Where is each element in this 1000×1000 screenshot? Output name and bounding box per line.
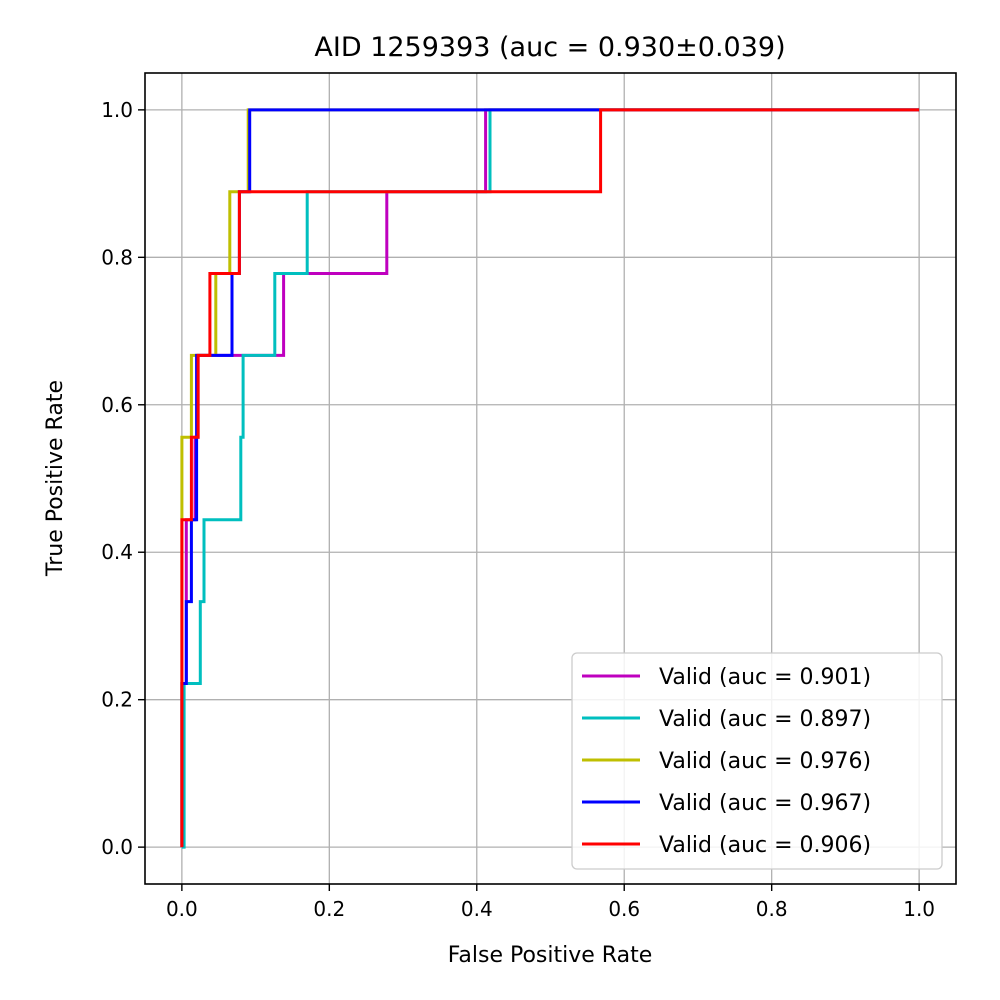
legend-label-1: Valid (auc = 0.901): [659, 665, 871, 690]
y-tick-label: 1.0: [101, 98, 133, 122]
y-tick-label: 0.2: [101, 688, 133, 712]
y-tick-label: 0.8: [101, 245, 133, 269]
x-tick-label: 0.4: [461, 897, 493, 921]
series-lines: [180, 108, 920, 849]
x-axis-label: False Positive Rate: [448, 943, 652, 968]
y-tick-label: 0.4: [101, 540, 133, 564]
x-tick-label: 0.2: [313, 897, 345, 921]
legend-label-5: Valid (auc = 0.906): [659, 833, 871, 858]
x-tick-label: 0.6: [608, 897, 640, 921]
series-line-5: [180, 108, 920, 848]
y-tick-label: 0.0: [101, 835, 133, 859]
y-axis-label: True Positive Rate: [43, 380, 68, 577]
legend-label-4: Valid (auc = 0.967): [659, 791, 871, 816]
grid-lines: [145, 73, 956, 884]
chart-title: AID 1259393 (auc = 0.930±0.039): [314, 32, 785, 63]
legend-label-2: Valid (auc = 0.897): [659, 707, 871, 732]
legend-box: [571, 652, 943, 870]
x-tick-label: 1.0: [903, 897, 935, 921]
plot-frame: [144, 72, 957, 885]
legend: Valid (auc = 0.901) Valid (auc = 0.897) Va…: [571, 652, 943, 870]
y-tick-label: 0.6: [101, 393, 133, 417]
axis-ticks: 0.0 0.2 0.4 0.6 0.8 1.0 0.0 0.2 0.4 0.6 0.8 1.0: [101, 98, 935, 921]
x-tick-label: 0.8: [756, 897, 788, 921]
legend-label-3: Valid (auc = 0.976): [659, 749, 871, 774]
x-tick-label: 0.0: [166, 897, 198, 921]
